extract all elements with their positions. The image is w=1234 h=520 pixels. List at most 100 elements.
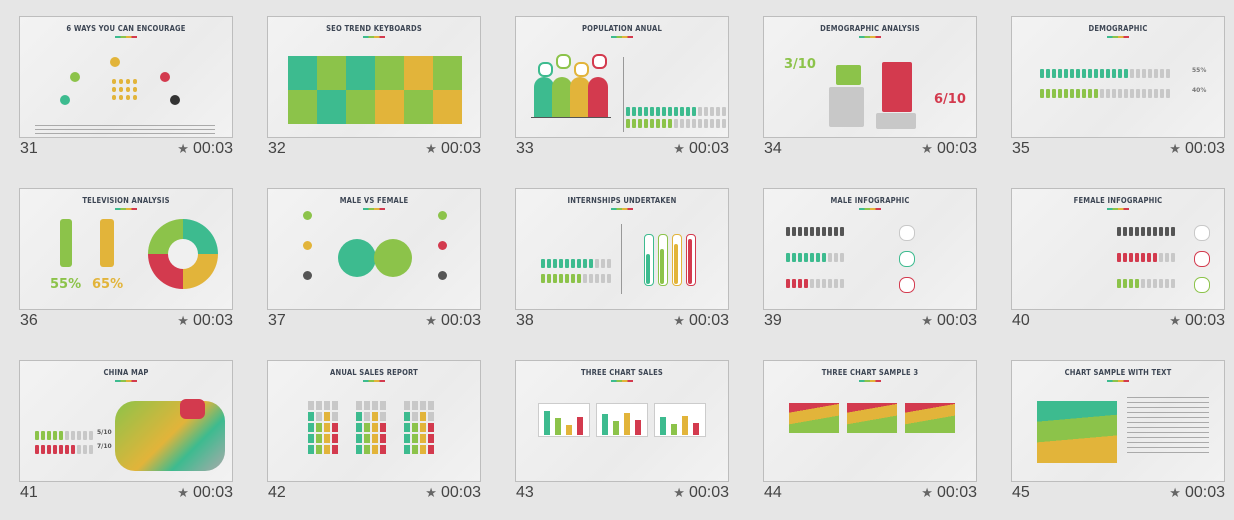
bar-cell — [332, 423, 338, 432]
bar-cell — [316, 401, 322, 410]
person-icon — [1040, 89, 1044, 98]
graphic — [621, 224, 622, 294]
person-icon — [828, 227, 832, 236]
person-icon — [1100, 89, 1104, 98]
person-icon — [601, 259, 605, 268]
person-icon — [722, 107, 726, 116]
slide-timing[interactable]: ★ 00:03 — [673, 140, 729, 158]
star-icon: ★ — [1169, 141, 1181, 156]
slide-timing[interactable]: ★ 00:03 — [1169, 484, 1225, 502]
person-icon — [674, 119, 678, 128]
person-icon — [1094, 89, 1098, 98]
person-icon — [668, 107, 672, 116]
slide-preview[interactable]: MALE VS FEMALE — [267, 188, 481, 310]
bulb-icon — [112, 95, 116, 100]
slide-thumbnail-39[interactable]: MALE INFOGRAPHIC 39 ★ 00:03 — [763, 188, 977, 348]
person-icon — [1106, 89, 1110, 98]
graphic — [682, 416, 688, 435]
person-icon — [571, 259, 575, 268]
slide-preview[interactable]: CHART SAMPLE WITH TEXT — [1011, 360, 1225, 482]
person-icon — [1135, 253, 1139, 262]
slide-preview[interactable]: TELEVISION ANALYSIS 55% 65% — [19, 188, 233, 310]
graphic — [688, 239, 692, 284]
slide-preview[interactable]: THREE CHART SALES — [515, 360, 729, 482]
person-icon — [1118, 69, 1122, 78]
slide-thumbnail-36[interactable]: TELEVISION ANALYSIS 55% 65% 36 ★ 00:03 — [19, 188, 233, 348]
slide-thumbnail-31[interactable]: 6 WAYS YOU CAN ENCOURAGE 31 ★ 00:03 — [19, 16, 233, 176]
slide-preview[interactable]: MALE INFOGRAPHIC — [763, 188, 977, 310]
bar-cell — [404, 445, 410, 454]
slide-timing[interactable]: ★ 00:03 — [177, 140, 233, 158]
slide-thumbnail-41[interactable]: CHINA MAP 5/10 7/10 41 ★ 00:03 — [19, 360, 233, 520]
person-icon — [65, 445, 69, 454]
slide-preview[interactable]: FEMALE INFOGRAPHIC — [1011, 188, 1225, 310]
person-icon — [1130, 89, 1134, 98]
slide-thumbnail-34[interactable]: DEMOGRAPHIC ANALYSIS 3/10 6/10 34 ★ 00:03 — [763, 16, 977, 176]
slide-preview[interactable]: POPULATION ANUAL — [515, 16, 729, 138]
highlight-value: 7/10 — [97, 443, 112, 450]
person-icon — [650, 107, 654, 116]
person-icon — [834, 253, 838, 262]
timing-value: 00:03 — [1184, 484, 1225, 501]
bar-cell — [412, 423, 418, 432]
slide-thumbnail-44[interactable]: THREE CHART SAMPLE 3 44 ★ 00:03 — [763, 360, 977, 520]
bar-cell — [372, 423, 378, 432]
slide-thumbnail-42[interactable]: ANUAL SALES REPORT 42 ★ 00:03 — [267, 360, 481, 520]
person-icon — [71, 445, 75, 454]
bar-cell — [372, 434, 378, 443]
slide-timing[interactable]: ★ 00:03 — [425, 140, 481, 158]
person-icon — [1153, 279, 1157, 288]
slide-timing[interactable]: ★ 00:03 — [177, 484, 233, 502]
bar-cell — [364, 445, 370, 454]
slide-preview[interactable]: SEO TREND KEYBOARDS — [267, 16, 481, 138]
slide-preview[interactable]: 6 WAYS YOU CAN ENCOURAGE — [19, 16, 233, 138]
person-icon — [559, 259, 563, 268]
slide-thumbnail-37[interactable]: MALE VS FEMALE 37 ★ 00:03 — [267, 188, 481, 348]
slide-thumbnail-35[interactable]: DEMOGRAPHIC 55% 40% 35 ★ 00:03 — [1011, 16, 1225, 176]
slide-number: 33 — [516, 140, 534, 157]
slide-timing[interactable]: ★ 00:03 — [1169, 140, 1225, 158]
slide-preview[interactable]: DEMOGRAPHIC 55% 40% — [1011, 16, 1225, 138]
slide-preview[interactable]: INTERNSHIPS UNDERTAKEN — [515, 188, 729, 310]
percent-badge — [592, 54, 607, 69]
bell-shape — [588, 77, 608, 117]
star-icon: ★ — [425, 141, 437, 156]
slide-timing[interactable]: ★ 00:03 — [177, 312, 233, 330]
slide-timing[interactable]: ★ 00:03 — [921, 140, 977, 158]
person-icon — [1136, 69, 1140, 78]
highlight-value: 55% — [50, 277, 82, 292]
slide-timing[interactable]: ★ 00:03 — [673, 484, 729, 502]
slide-thumbnail-45[interactable]: CHART SAMPLE WITH TEXT 45 ★ 00:03 — [1011, 360, 1225, 520]
person-icon — [834, 279, 838, 288]
slide-thumbnail-40[interactable]: FEMALE INFOGRAPHIC 40 ★ 00:03 — [1011, 188, 1225, 348]
person-icon — [710, 107, 714, 116]
slide-thumbnail-32[interactable]: SEO TREND KEYBOARDS 32 ★ 00:03 — [267, 16, 481, 176]
woman-icon — [100, 219, 114, 267]
slide-preview[interactable]: THREE CHART SAMPLE 3 — [763, 360, 977, 482]
person-icon — [704, 107, 708, 116]
person-icon — [565, 259, 569, 268]
slide-timing[interactable]: ★ 00:03 — [425, 484, 481, 502]
person-icon — [601, 274, 605, 283]
slide-thumbnail-38[interactable]: INTERNSHIPS UNDERTAKEN 38 ★ 00:03 — [515, 188, 729, 348]
slide-thumbnail-33[interactable]: POPULATION ANUAL 33 ★ 00:03 — [515, 16, 729, 176]
slide-preview[interactable]: CHINA MAP 5/10 7/10 — [19, 360, 233, 482]
slide-timing[interactable]: ★ 00:03 — [1169, 312, 1225, 330]
slide-preview[interactable]: DEMOGRAPHIC ANALYSIS 3/10 6/10 — [763, 16, 977, 138]
slide-timing[interactable]: ★ 00:03 — [921, 312, 977, 330]
person-icon — [1147, 253, 1151, 262]
slide-number: 35 — [1012, 140, 1030, 157]
bar-cell — [380, 401, 386, 410]
slide-preview[interactable]: ANUAL SALES REPORT — [267, 360, 481, 482]
slide-timing[interactable]: ★ 00:03 — [921, 484, 977, 502]
mini-area-chart — [847, 403, 897, 433]
slide-timing[interactable]: ★ 00:03 — [425, 312, 481, 330]
person-icon — [565, 274, 569, 283]
bar-cell — [324, 401, 330, 410]
percent-ring — [899, 251, 915, 267]
person-icon — [1147, 279, 1151, 288]
slide-timing[interactable]: ★ 00:03 — [673, 312, 729, 330]
person-icon — [1165, 253, 1169, 262]
slide-thumbnail-43[interactable]: THREE CHART SALES 43 ★ 00:03 — [515, 360, 729, 520]
graphic — [577, 417, 583, 435]
